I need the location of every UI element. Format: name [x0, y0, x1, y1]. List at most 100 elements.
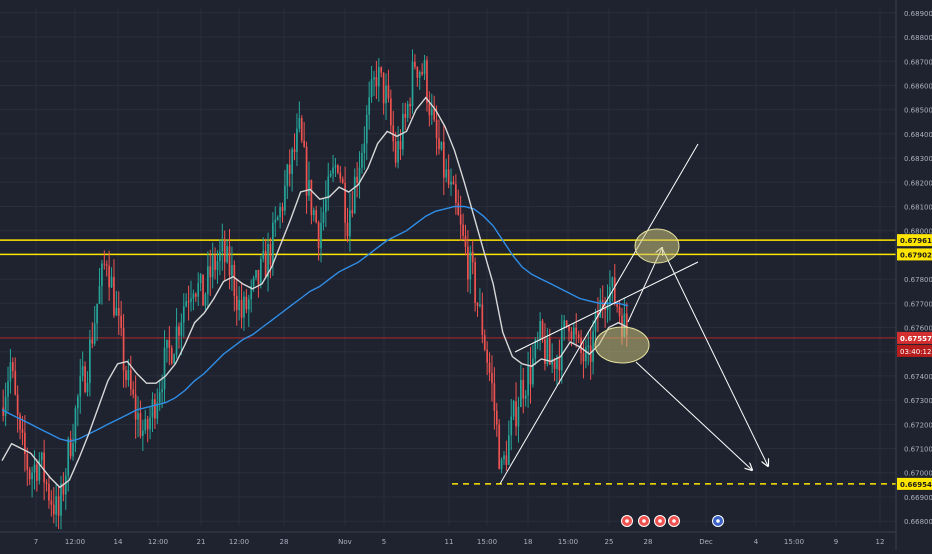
candle-body: [312, 210, 315, 216]
y-tick-label: 0.67600: [904, 325, 932, 333]
candle-body: [587, 345, 590, 348]
candle-body: [351, 210, 354, 214]
candle-body: [572, 327, 575, 340]
candle-body: [556, 357, 558, 369]
candle-body: [411, 61, 414, 107]
candle-body: [173, 354, 175, 364]
candle-body: [298, 118, 301, 129]
candle-body: [209, 266, 212, 278]
price-levels: [0, 239, 896, 485]
candle-body: [510, 416, 513, 436]
candle-body: [464, 235, 467, 247]
candle-body: [231, 265, 233, 276]
y-tick-label: 0.67400: [904, 373, 932, 381]
countdown-tag: 03:40:12: [900, 348, 931, 356]
x-tick-label: 21: [197, 538, 206, 546]
candle-body: [110, 276, 113, 288]
candle-body: [245, 296, 248, 310]
candle-body: [89, 339, 91, 384]
y-tick-label: 0.67100: [904, 446, 932, 454]
candle-body: [86, 383, 89, 392]
x-tick-label: 11: [445, 538, 454, 546]
candle-body: [392, 125, 395, 142]
candle-body: [332, 167, 334, 174]
candle-body: [272, 222, 274, 265]
candle-body: [7, 381, 9, 397]
candle-body: [507, 435, 510, 465]
y-tick-label: 0.68600: [904, 82, 932, 90]
candle-body: [31, 472, 33, 480]
candle-body: [11, 362, 14, 371]
candle-body: [558, 357, 561, 371]
resistance-price-tag-upper-bg: [897, 234, 932, 247]
candle-body: [430, 108, 433, 116]
candle-body: [498, 424, 501, 469]
candle-body: [512, 401, 515, 417]
candle-body: [69, 438, 72, 457]
candle-body: [19, 414, 21, 430]
x-tick-label: 28: [280, 538, 289, 546]
candle-body: [329, 173, 332, 177]
candle-body: [592, 331, 594, 362]
candle-body: [255, 270, 257, 278]
candle-body: [452, 181, 455, 185]
candle-body: [322, 212, 325, 223]
candle-body: [202, 274, 204, 306]
candle-body: [394, 141, 397, 163]
candle-body: [457, 202, 460, 215]
candle-body: [447, 169, 450, 185]
ma-slow-line: [1, 205, 629, 443]
x-tick-label: 9: [834, 538, 838, 546]
candle-body: [469, 251, 472, 280]
candle-body: [134, 394, 137, 420]
candle-body: [199, 274, 202, 284]
y-tick-label: 0.67700: [904, 300, 932, 308]
candle-body: [257, 270, 260, 285]
candle-body: [60, 483, 62, 516]
candle-body: [397, 141, 399, 163]
moving-averages: [1, 96, 629, 489]
x-tick-label: Nov: [338, 538, 352, 546]
candle-body: [365, 114, 368, 144]
y-tick-label: 0.68400: [904, 131, 932, 139]
candle-body: [361, 153, 363, 168]
candle-body: [214, 255, 216, 270]
x-tick-label: 12:00: [65, 538, 85, 546]
y-tick-label: 0.68900: [904, 10, 932, 18]
candle-body: [204, 293, 207, 306]
candle-body: [250, 285, 253, 300]
candle-body: [149, 417, 151, 430]
candle-body: [226, 246, 228, 263]
candle-body: [132, 389, 135, 395]
candle-body: [26, 454, 29, 470]
x-tick-label: 12:00: [148, 538, 168, 546]
candle-body: [488, 362, 491, 373]
candle-body: [474, 262, 476, 303]
ma-fast-line: [1, 96, 629, 489]
projection-arrow-down-long: [661, 247, 768, 466]
candle-body: [493, 383, 496, 411]
candle-body: [546, 338, 549, 364]
candle-body: [575, 327, 578, 335]
candle-body: [483, 335, 486, 350]
candle-body: [515, 401, 517, 427]
candle-body: [495, 410, 498, 425]
candle-body: [45, 482, 48, 484]
candle-body: [207, 266, 209, 294]
candle-body: [568, 325, 570, 332]
x-tick-label: Dec: [699, 538, 713, 546]
candle-body: [267, 244, 269, 277]
candle-body: [529, 364, 532, 385]
candle-body: [62, 483, 65, 495]
countdown-tag-bg: [897, 344, 932, 357]
candle-body: [281, 206, 284, 211]
candle-body: [91, 339, 94, 344]
candle-body: [481, 304, 484, 336]
candle-body: [233, 265, 236, 296]
candle-body: [139, 413, 142, 436]
candle-body: [618, 306, 621, 316]
grid: [0, 8, 896, 526]
candle-body: [105, 264, 108, 266]
